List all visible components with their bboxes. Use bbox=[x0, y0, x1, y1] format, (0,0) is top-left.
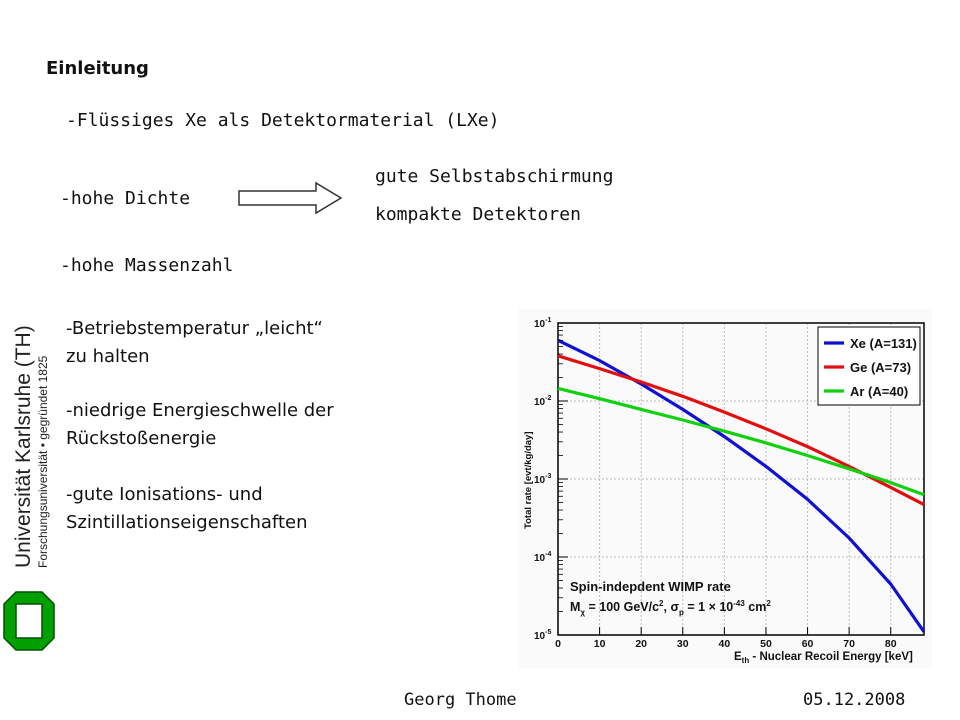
series-line-2 bbox=[557, 386, 925, 497]
x-tick-label: 30 bbox=[677, 638, 689, 650]
y-tick-label: 10-3 bbox=[534, 473, 551, 486]
bullet-schwelle-line2: Rückstoßenergie bbox=[66, 428, 217, 449]
y-tick-label: 10-2 bbox=[534, 395, 551, 408]
legend-label: Ar (A=40) bbox=[850, 384, 908, 399]
bullet-temp-line1: -Betriebstemperatur „leicht“ bbox=[66, 318, 323, 339]
legend-label: Xe (A=131) bbox=[850, 336, 917, 351]
bullet-schwelle-line1: -niedrige Energieschwelle der bbox=[66, 400, 334, 421]
bullet-temp-line2: zu halten bbox=[66, 346, 150, 367]
arrow-icon bbox=[236, 180, 346, 216]
x-tick-label: 50 bbox=[760, 638, 772, 650]
x-tick-label: 10 bbox=[594, 638, 606, 650]
y-axis-label: Total rate [evt/kg/day] bbox=[523, 432, 534, 530]
result-kompakt: kompakte Detektoren bbox=[375, 204, 581, 225]
y-tick-label: 10-5 bbox=[534, 629, 551, 642]
x-axis-label: Eth - Nuclear Recoil Energy [keV] bbox=[734, 651, 913, 665]
chart-svg: 10-1 10-2 10-3 10-4 10-5 0 10 20 30 40 50 60 70 80 T… bbox=[518, 309, 932, 669]
x-tick-label: 40 bbox=[719, 638, 731, 650]
annotation-box: Spin-indepdent WIMP rate Mχ = 100 GeV/c2… bbox=[570, 579, 771, 617]
chart-annotation: Mχ = 100 GeV/c2, σp = 1 × 10-43 cm2 bbox=[570, 599, 771, 617]
y-tick-label: 10-1 bbox=[534, 317, 551, 330]
kit-logo-icon bbox=[2, 590, 56, 652]
bullet-ion-line2: Szintillationseigenschaften bbox=[66, 512, 308, 533]
result-selbstabschirmung: gute Selbstabschirmung bbox=[375, 166, 614, 187]
footer-author: Georg Thome bbox=[404, 690, 517, 710]
x-tick-label: 80 bbox=[885, 638, 897, 650]
chart-title: Spin-indepdent WIMP rate bbox=[570, 579, 731, 594]
university-name: Universität Karlsruhe (TH) bbox=[12, 325, 35, 568]
page-title: Einleitung bbox=[46, 58, 149, 79]
university-tagline: Forschungsuniversität • gegründet 1825 bbox=[36, 355, 50, 568]
bullet-massenzahl: -hohe Massenzahl bbox=[60, 255, 234, 276]
bullet-ion-line1: -gute Ionisations- und bbox=[66, 484, 263, 505]
chart-legend: Xe (A=131) Ge (A=73) Ar (A=40) bbox=[817, 326, 921, 406]
x-tick-label: 70 bbox=[843, 638, 855, 650]
y-tick-label: 10-4 bbox=[534, 551, 551, 564]
series-line-0 bbox=[557, 338, 926, 633]
x-tick-label: 0 bbox=[555, 638, 561, 650]
x-tick-label: 20 bbox=[635, 638, 647, 650]
wimp-rate-chart: 10-1 10-2 10-3 10-4 10-5 0 10 20 30 40 50 60 70 80 T… bbox=[518, 309, 932, 669]
footer-date: 05.12.2008 bbox=[803, 690, 906, 710]
subtitle: -Flüssiges Xe als Detektormaterial (LXe) bbox=[66, 110, 500, 131]
university-logo: Universität Karlsruhe (TH) Forschungsuni… bbox=[0, 290, 60, 590]
x-tick-label: 60 bbox=[802, 638, 814, 650]
legend-label: Ge (A=73) bbox=[850, 360, 911, 375]
bullet-dichte: -hohe Dichte bbox=[60, 188, 191, 209]
